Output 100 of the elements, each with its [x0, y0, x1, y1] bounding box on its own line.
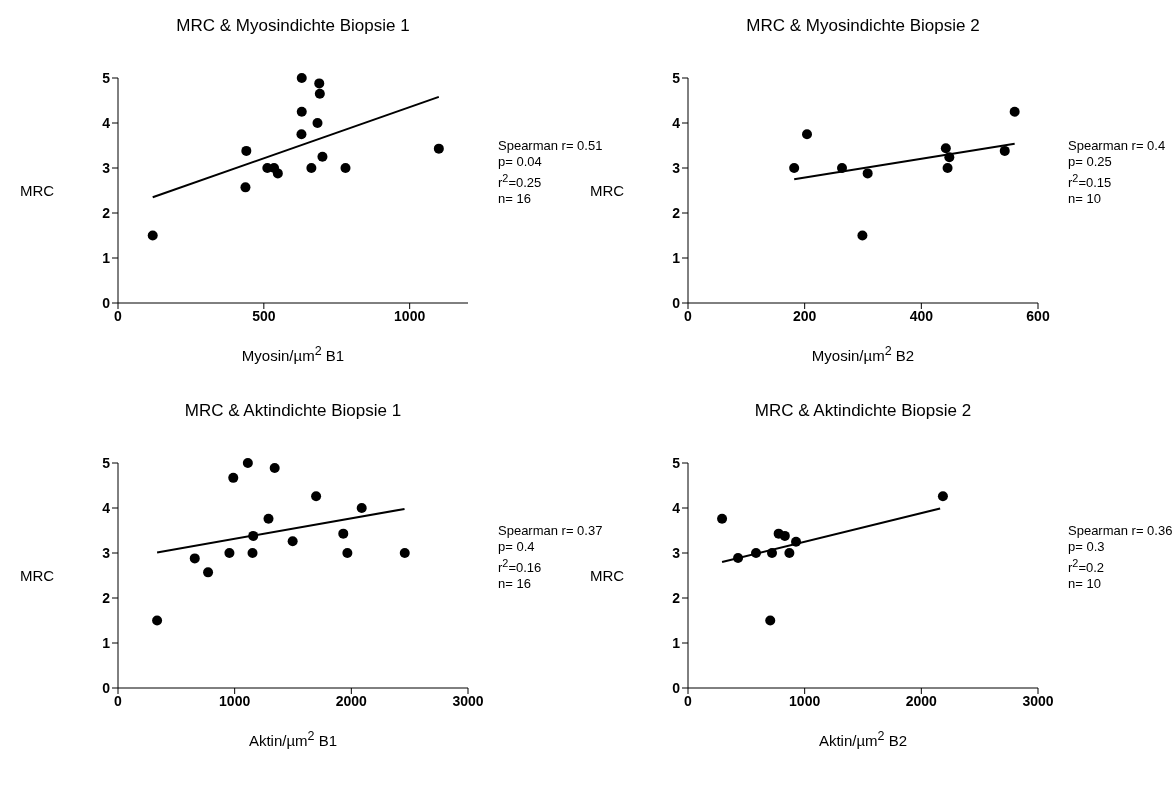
x-axis-title: Aktin/µm$^{2}$ B1 — [247, 729, 339, 749]
text: n= 16 — [498, 191, 531, 207]
text: n= 16 — [498, 576, 531, 592]
point — [314, 78, 325, 89]
x-tick-label: 0 — [684, 692, 693, 709]
point — [356, 503, 367, 513]
point — [240, 182, 251, 193]
point — [287, 536, 298, 547]
x-tick-label: 1000 — [219, 692, 251, 709]
x-tick-label: 400 — [909, 307, 934, 324]
point — [338, 528, 349, 539]
x-axis-title: Aktin/µm$^{2}$ B2 — [817, 729, 909, 749]
point — [340, 163, 351, 173]
point — [189, 553, 200, 564]
x-tick-label: 3000 — [1022, 692, 1054, 709]
text: p= 0.25 — [1068, 154, 1113, 170]
x-tick-label: 3000 — [452, 692, 484, 709]
text: Spearman r= 0.37 — [498, 523, 603, 539]
y-tick-label: 1 — [102, 634, 111, 651]
y-tick-label: 0 — [672, 679, 681, 696]
point — [1009, 106, 1020, 117]
text: r$^{2}$=0.2 — [1068, 556, 1106, 577]
point — [312, 118, 323, 128]
x-tick-label: 2000 — [335, 692, 368, 709]
x-axis-title: Myosin/µm$^{2}$ B2 — [810, 344, 916, 364]
text: p= 0.04 — [498, 154, 543, 170]
y-tick-label: 2 — [102, 204, 111, 221]
point — [203, 567, 214, 578]
point — [317, 151, 328, 162]
point — [224, 548, 235, 558]
y-tick-label: 4 — [102, 499, 111, 516]
text: Spearman r= 0.4 — [1068, 138, 1166, 154]
point — [342, 548, 353, 558]
x-tick-label: 0 — [114, 307, 123, 324]
point — [999, 145, 1010, 156]
point — [311, 491, 322, 502]
point — [242, 458, 253, 468]
x-tick-label: 1000 — [789, 692, 821, 709]
point — [241, 145, 252, 156]
point — [944, 152, 955, 163]
point — [296, 73, 307, 83]
point — [937, 491, 948, 502]
y-tick-label: 3 — [102, 159, 111, 176]
point — [296, 106, 307, 117]
y-tick-label: 4 — [102, 114, 111, 131]
text: n= 10 — [1068, 576, 1102, 593]
point — [779, 530, 790, 541]
x-axis-title: Myosin/µm$^{2}$ B1 — [240, 344, 346, 364]
y-tick-label: 1 — [672, 249, 681, 266]
y-tick-label: 4 — [672, 114, 681, 131]
y-tick-label: 4 — [672, 499, 681, 516]
chart-title: MRC & Aktindichte Biopsie 1 — [183, 401, 403, 421]
point — [247, 548, 258, 558]
chart-title: MRC & Myosindichte Biopsie 1 — [175, 16, 411, 36]
x-tick-label: 2000 — [905, 692, 938, 709]
y-tick-label: 2 — [672, 204, 681, 221]
point — [248, 530, 259, 541]
text: p= 0.4 — [498, 539, 536, 555]
point — [314, 88, 325, 99]
point — [147, 230, 158, 241]
point — [228, 472, 239, 483]
y-tick-label: 3 — [672, 544, 681, 561]
y-tick-label: 2 — [102, 589, 111, 606]
y-tick-label: 5 — [102, 454, 111, 471]
point — [789, 163, 800, 173]
point — [433, 143, 444, 154]
point — [717, 513, 728, 524]
chart-title: MRC & Myosindichte Biopsie 2 — [745, 16, 981, 36]
text: r$^{2}$=0.25 — [498, 172, 542, 191]
point — [272, 168, 283, 179]
y-tick-label: 0 — [672, 294, 681, 311]
point — [765, 615, 776, 626]
point — [152, 615, 163, 626]
x-tick-label: 1000 — [394, 307, 426, 324]
text: Spearman r= 0.36 — [1068, 523, 1172, 539]
y-axis-title: MRC — [20, 181, 55, 199]
point — [862, 168, 873, 179]
y-tick-label: 0 — [102, 294, 111, 311]
x-tick-label: 200 — [792, 307, 817, 324]
text: r$^{2}$=0.15 — [1068, 171, 1113, 192]
y-tick-label: 5 — [672, 454, 681, 471]
y-tick-label: 5 — [102, 69, 111, 86]
point — [269, 462, 280, 473]
x-tick-label: 0 — [114, 692, 123, 709]
text: Spearman r= 0.51 — [498, 138, 603, 154]
point — [733, 552, 744, 563]
point — [857, 230, 868, 241]
point — [837, 163, 847, 173]
point — [791, 536, 802, 547]
y-axis-title: MRC — [590, 566, 625, 584]
y-tick-label: 2 — [672, 589, 681, 606]
point — [296, 129, 307, 140]
chart-title: MRC & Aktindichte Biopsie 2 — [753, 401, 973, 421]
y-tick-label: 3 — [102, 544, 111, 561]
point — [263, 513, 274, 524]
point — [940, 143, 951, 154]
y-tick-label: 1 — [672, 634, 681, 651]
point — [784, 548, 795, 558]
y-tick-label: 3 — [672, 159, 681, 176]
point — [767, 548, 777, 558]
